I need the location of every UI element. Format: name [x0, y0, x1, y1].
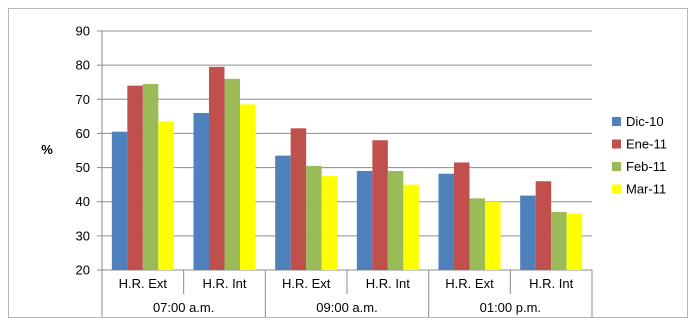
x-group-label: 09:00 a.m.: [316, 300, 377, 315]
legend-swatch-dic-10: [612, 117, 621, 126]
bar-ene-11-4: [454, 162, 470, 270]
chart-frame: 20 30 40 50 60 70 80 90 H.R. Ext H.R. Int H.R. Ext…: [8, 8, 688, 318]
x-tick-label: H.R. Ext: [282, 276, 331, 291]
y-tick-label: 50: [76, 160, 90, 175]
bar-dic-10-3: [356, 170, 373, 270]
bar-ene-11-0: [127, 85, 143, 270]
y-tick-label: 20: [76, 263, 90, 278]
bar-ene-11-5: [535, 181, 552, 270]
bar-mar-11-0: [158, 121, 174, 270]
x-tick-label: H.R. Int: [202, 276, 246, 291]
y-tick-label: 30: [76, 228, 90, 243]
legend-swatch-ene-11: [612, 139, 621, 149]
bar-feb-11-2: [306, 165, 322, 270]
legend-swatch-feb-11: [612, 162, 621, 171]
bar-dic-10-2: [275, 155, 291, 270]
bar-dic-10-5: [520, 195, 536, 270]
bar-ene-11-2: [290, 128, 307, 270]
legend-label-dic-10: Dic-10: [626, 114, 664, 129]
bar-ene-11-1: [209, 66, 225, 270]
bar-dic-10-0: [111, 131, 128, 270]
bar-dic-10-4: [438, 173, 454, 270]
bar-mar-11-5: [566, 213, 583, 270]
bars: [111, 66, 583, 271]
y-tick-label: 70: [76, 92, 90, 107]
x-group-label: 07:00 a.m.: [153, 300, 214, 315]
bar-feb-11-4: [469, 198, 485, 270]
y-tick-label: 60: [76, 126, 90, 141]
bar-ene-11-3: [372, 140, 388, 270]
bar-mar-11-3: [403, 184, 419, 270]
bar-feb-11-5: [551, 211, 567, 270]
bar-chart: 20 30 40 50 60 70 80 90 H.R. Ext H.R. Int H.R. Ext…: [41, 24, 667, 317]
bar-dic-10-1: [193, 112, 209, 270]
bar-feb-11-3: [387, 170, 404, 270]
bar-feb-11-1: [224, 78, 240, 270]
y-tick-label: 90: [76, 24, 90, 39]
x-tick-label: H.R. Ext: [445, 276, 494, 291]
legend-swatch-mar-11: [612, 184, 621, 194]
legend: Dic-10 Ene-11 Feb-11 Mar-11: [612, 114, 667, 197]
bar-mar-11-4: [485, 201, 501, 270]
legend-label-ene-11: Ene-11: [626, 137, 667, 152]
bar-feb-11-0: [142, 83, 159, 271]
x-tick-label: H.R. Ext: [119, 276, 168, 291]
axes: 20 30 40 50 60 70 80 90 H.R. Ext H.R. Int H.R. Ext…: [76, 24, 593, 317]
bar-mar-11-2: [321, 176, 338, 270]
y-axis-label: %: [41, 142, 53, 157]
bar-mar-11-1: [240, 104, 256, 271]
x-tick-label: H.R. Int: [529, 276, 573, 291]
legend-label-feb-11: Feb-11: [626, 159, 666, 174]
legend-label-mar-11: Mar-11: [626, 182, 666, 197]
y-tick-label: 80: [76, 58, 90, 73]
gridlines: [102, 30, 592, 271]
y-tick-label: 40: [76, 194, 90, 209]
x-tick-label: H.R. Int: [366, 276, 410, 291]
x-group-label: 01:00 p.m.: [480, 300, 541, 315]
